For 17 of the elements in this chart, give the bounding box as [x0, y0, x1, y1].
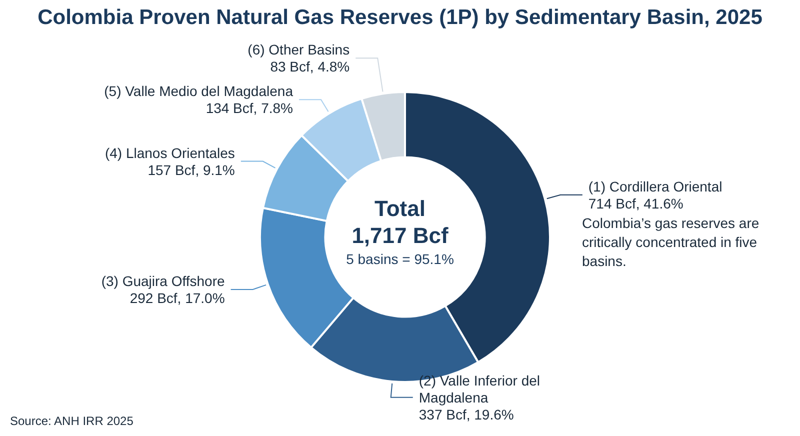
text: Colombia’s gas reserves are critically concentrated in five basins. [582, 214, 760, 271]
data-label: 292 Bcf, 17.0% [130, 290, 225, 306]
slice-label: (4) Llanos Orientales [104, 144, 235, 161]
data-label: 714 Bcf, 41.6% [588, 195, 684, 212]
source-note: Source: ANH IRR 2025 [10, 414, 134, 428]
slice-label: (3) Guajira Offshore [101, 272, 225, 289]
slice-label: (6) Other Basins [248, 42, 350, 58]
data-label: 83 Bcf, 4.8% [270, 58, 350, 75]
slice-label: (5) Valle Medio del Magdalena [104, 83, 294, 100]
text: 1,717 Bcf [352, 223, 449, 248]
text: 5 basins = 95.1% [346, 251, 454, 267]
chart-title: Colombia Proven Natural Gas Reserves (1P) by Sedimentary Basin, 2025 [36, 6, 764, 30]
text: Total [374, 196, 426, 221]
data-label: 134 Bcf, 7.8% [206, 100, 293, 116]
data-label: 157 Bcf, 9.1% [148, 162, 235, 178]
slice-label: (1) Cordillera Oriental [588, 178, 722, 194]
data-label: 337 Bcf, 19.6% [418, 406, 514, 422]
